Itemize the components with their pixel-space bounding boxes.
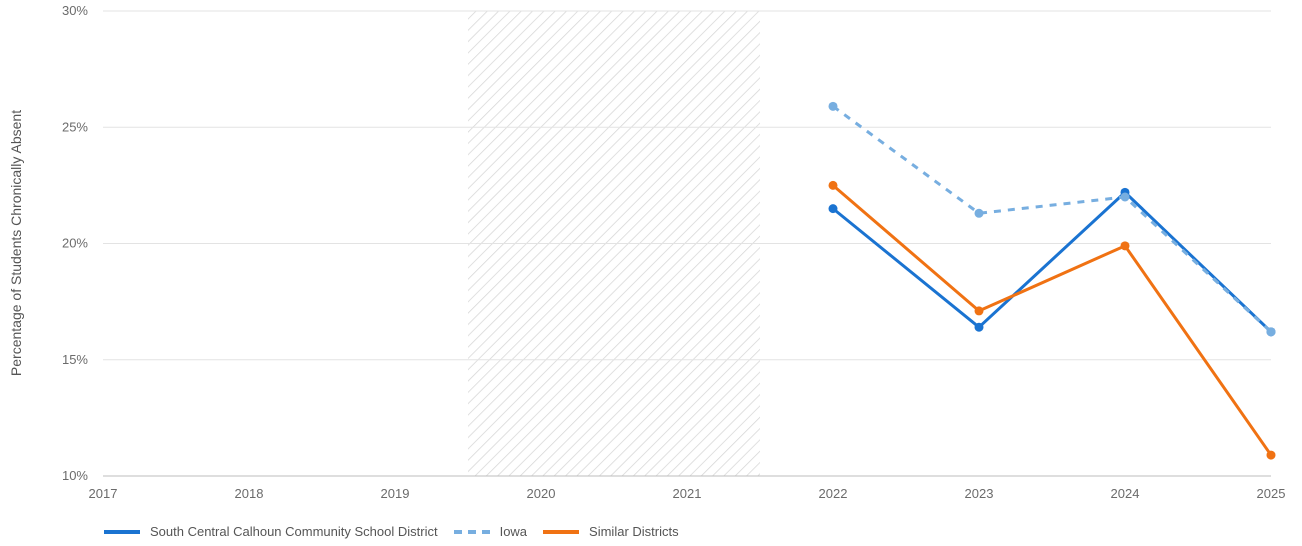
legend: South Central Calhoun Community School D… <box>104 524 695 539</box>
data-point <box>974 322 984 332</box>
data-point <box>974 208 984 218</box>
x-tick-label: 2021 <box>673 486 702 501</box>
data-point <box>828 180 838 190</box>
y-tick-label: 30% <box>62 3 88 18</box>
x-tick-label: 2019 <box>381 486 410 501</box>
legend-label: South Central Calhoun Community School D… <box>150 524 438 539</box>
y-tick-label: 10% <box>62 468 88 483</box>
legend-label: Iowa <box>499 524 528 539</box>
y-axis-label: Percentage of Students Chronically Absen… <box>8 110 24 376</box>
legend-item: South Central Calhoun Community School D… <box>104 524 438 539</box>
y-tick-label: 15% <box>62 352 88 367</box>
legend-item: Iowa <box>453 524 528 539</box>
series-line <box>832 190 1273 333</box>
legend-swatch <box>104 529 140 534</box>
x-tick-label: 2020 <box>527 486 556 501</box>
legend-label: Similar Districts <box>589 524 679 539</box>
legend-swatch <box>453 529 490 534</box>
data-point <box>1120 192 1130 202</box>
series-line <box>832 105 1273 333</box>
x-tick-label: 2025 <box>1257 486 1286 501</box>
y-tick-label: 20% <box>62 236 88 251</box>
x-tick-label: 2018 <box>235 486 264 501</box>
x-tick-label: 2022 <box>819 486 848 501</box>
x-tick-label: 2017 <box>89 486 118 501</box>
data-point <box>828 101 838 111</box>
series-line <box>832 184 1273 456</box>
legend-swatch <box>543 529 580 534</box>
line-chart: 10% 15% 20% 25% 30% 2017 2018 2019 2020 2021 2022… <box>8 3 1286 501</box>
x-tick-label: 2024 <box>1111 486 1140 501</box>
x-tick-label: 2023 <box>965 486 994 501</box>
y-tick-label: 25% <box>62 119 88 134</box>
data-point <box>1266 327 1276 337</box>
data-point <box>1120 241 1130 251</box>
data-point <box>1266 450 1276 460</box>
data-point <box>974 306 984 316</box>
legend-item: Similar Districts <box>543 524 679 539</box>
data-point <box>828 204 838 214</box>
